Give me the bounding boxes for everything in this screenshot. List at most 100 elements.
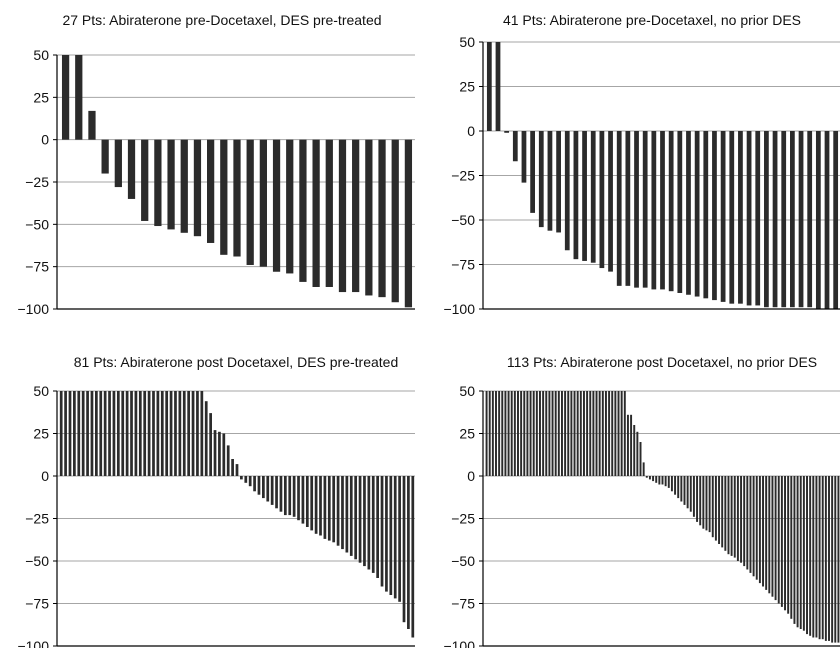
bar <box>824 476 827 641</box>
panel-3-axes <box>56 391 415 647</box>
bar <box>818 476 821 640</box>
bar <box>101 139 109 174</box>
bar <box>270 476 274 505</box>
bar <box>535 391 538 476</box>
bar <box>358 476 362 563</box>
bar <box>376 476 379 578</box>
panel-4-bars <box>485 391 840 643</box>
bar <box>393 476 397 599</box>
bar <box>341 476 344 550</box>
bar <box>297 476 300 521</box>
bar <box>213 430 217 476</box>
bar <box>530 131 535 213</box>
bar <box>187 391 191 476</box>
bar <box>529 391 532 476</box>
bar <box>746 476 749 570</box>
bar <box>485 391 488 476</box>
y-tick-label: −25 <box>25 511 49 527</box>
bar <box>325 139 333 287</box>
bar <box>495 391 497 476</box>
bar <box>699 476 702 526</box>
bar <box>235 464 239 476</box>
bar <box>510 391 513 476</box>
bar <box>404 139 413 308</box>
bar <box>787 476 790 614</box>
y-tick-label: −100 <box>443 301 475 317</box>
bar <box>262 476 265 499</box>
bar <box>248 476 252 487</box>
bar <box>332 476 336 543</box>
bar <box>363 476 366 567</box>
bar <box>169 391 173 476</box>
bar <box>551 391 554 476</box>
bar <box>59 391 63 476</box>
bar <box>807 131 813 308</box>
y-tick-label: 25 <box>33 89 49 105</box>
bar <box>677 131 683 293</box>
bar <box>279 476 283 512</box>
bar <box>220 139 228 255</box>
bar <box>736 476 739 561</box>
bar <box>288 476 292 516</box>
bar <box>620 391 623 476</box>
bar <box>567 391 570 476</box>
bar <box>616 131 622 286</box>
panel-2-bars <box>486 42 839 309</box>
bar <box>532 391 535 476</box>
y-tick-label: −50 <box>451 212 475 228</box>
bar <box>75 55 83 140</box>
panel-3-title: 81 Pts: Abiraterone post Docetaxel, DES … <box>74 354 399 370</box>
y-tick-label: −50 <box>25 553 49 569</box>
bar <box>720 131 726 302</box>
bar <box>824 131 830 309</box>
bar <box>68 391 72 476</box>
bar <box>292 476 296 517</box>
bar <box>625 131 631 286</box>
bar <box>196 391 199 476</box>
bar <box>507 391 510 476</box>
bar <box>165 391 169 476</box>
bar <box>103 391 107 476</box>
bar <box>626 414 629 476</box>
y-tick-label: 25 <box>459 426 475 442</box>
bar <box>95 391 98 476</box>
bar <box>391 139 399 303</box>
bar <box>323 476 327 539</box>
bar <box>259 139 267 267</box>
bar <box>312 139 320 287</box>
y-tick-label: 50 <box>459 383 475 399</box>
bar <box>828 476 830 641</box>
bar <box>495 42 501 131</box>
bar <box>114 139 122 188</box>
y-tick-label: −100 <box>443 638 475 648</box>
bar <box>790 131 795 308</box>
bar <box>108 391 111 476</box>
bar <box>491 391 494 476</box>
bar <box>645 476 648 478</box>
bar <box>777 476 780 604</box>
bar <box>611 391 614 476</box>
bar <box>134 391 138 476</box>
bar <box>191 391 195 476</box>
y-tick-label: 50 <box>33 47 49 63</box>
bar <box>714 476 717 541</box>
y-tick-label: 50 <box>33 383 49 399</box>
bar <box>806 476 808 635</box>
bar <box>721 476 724 548</box>
bar <box>488 391 491 476</box>
bar <box>246 139 254 265</box>
bar <box>338 139 347 293</box>
bar <box>815 476 818 638</box>
bar <box>349 476 353 556</box>
bar <box>336 476 340 546</box>
bar <box>746 131 752 306</box>
y-tick-label: 50 <box>459 34 475 50</box>
panel-3-bars <box>59 391 415 638</box>
bar <box>705 476 708 531</box>
bar <box>486 42 492 131</box>
bar <box>407 476 410 629</box>
y-tick-label: −75 <box>25 596 49 612</box>
bar <box>729 131 735 304</box>
bar <box>99 391 103 476</box>
